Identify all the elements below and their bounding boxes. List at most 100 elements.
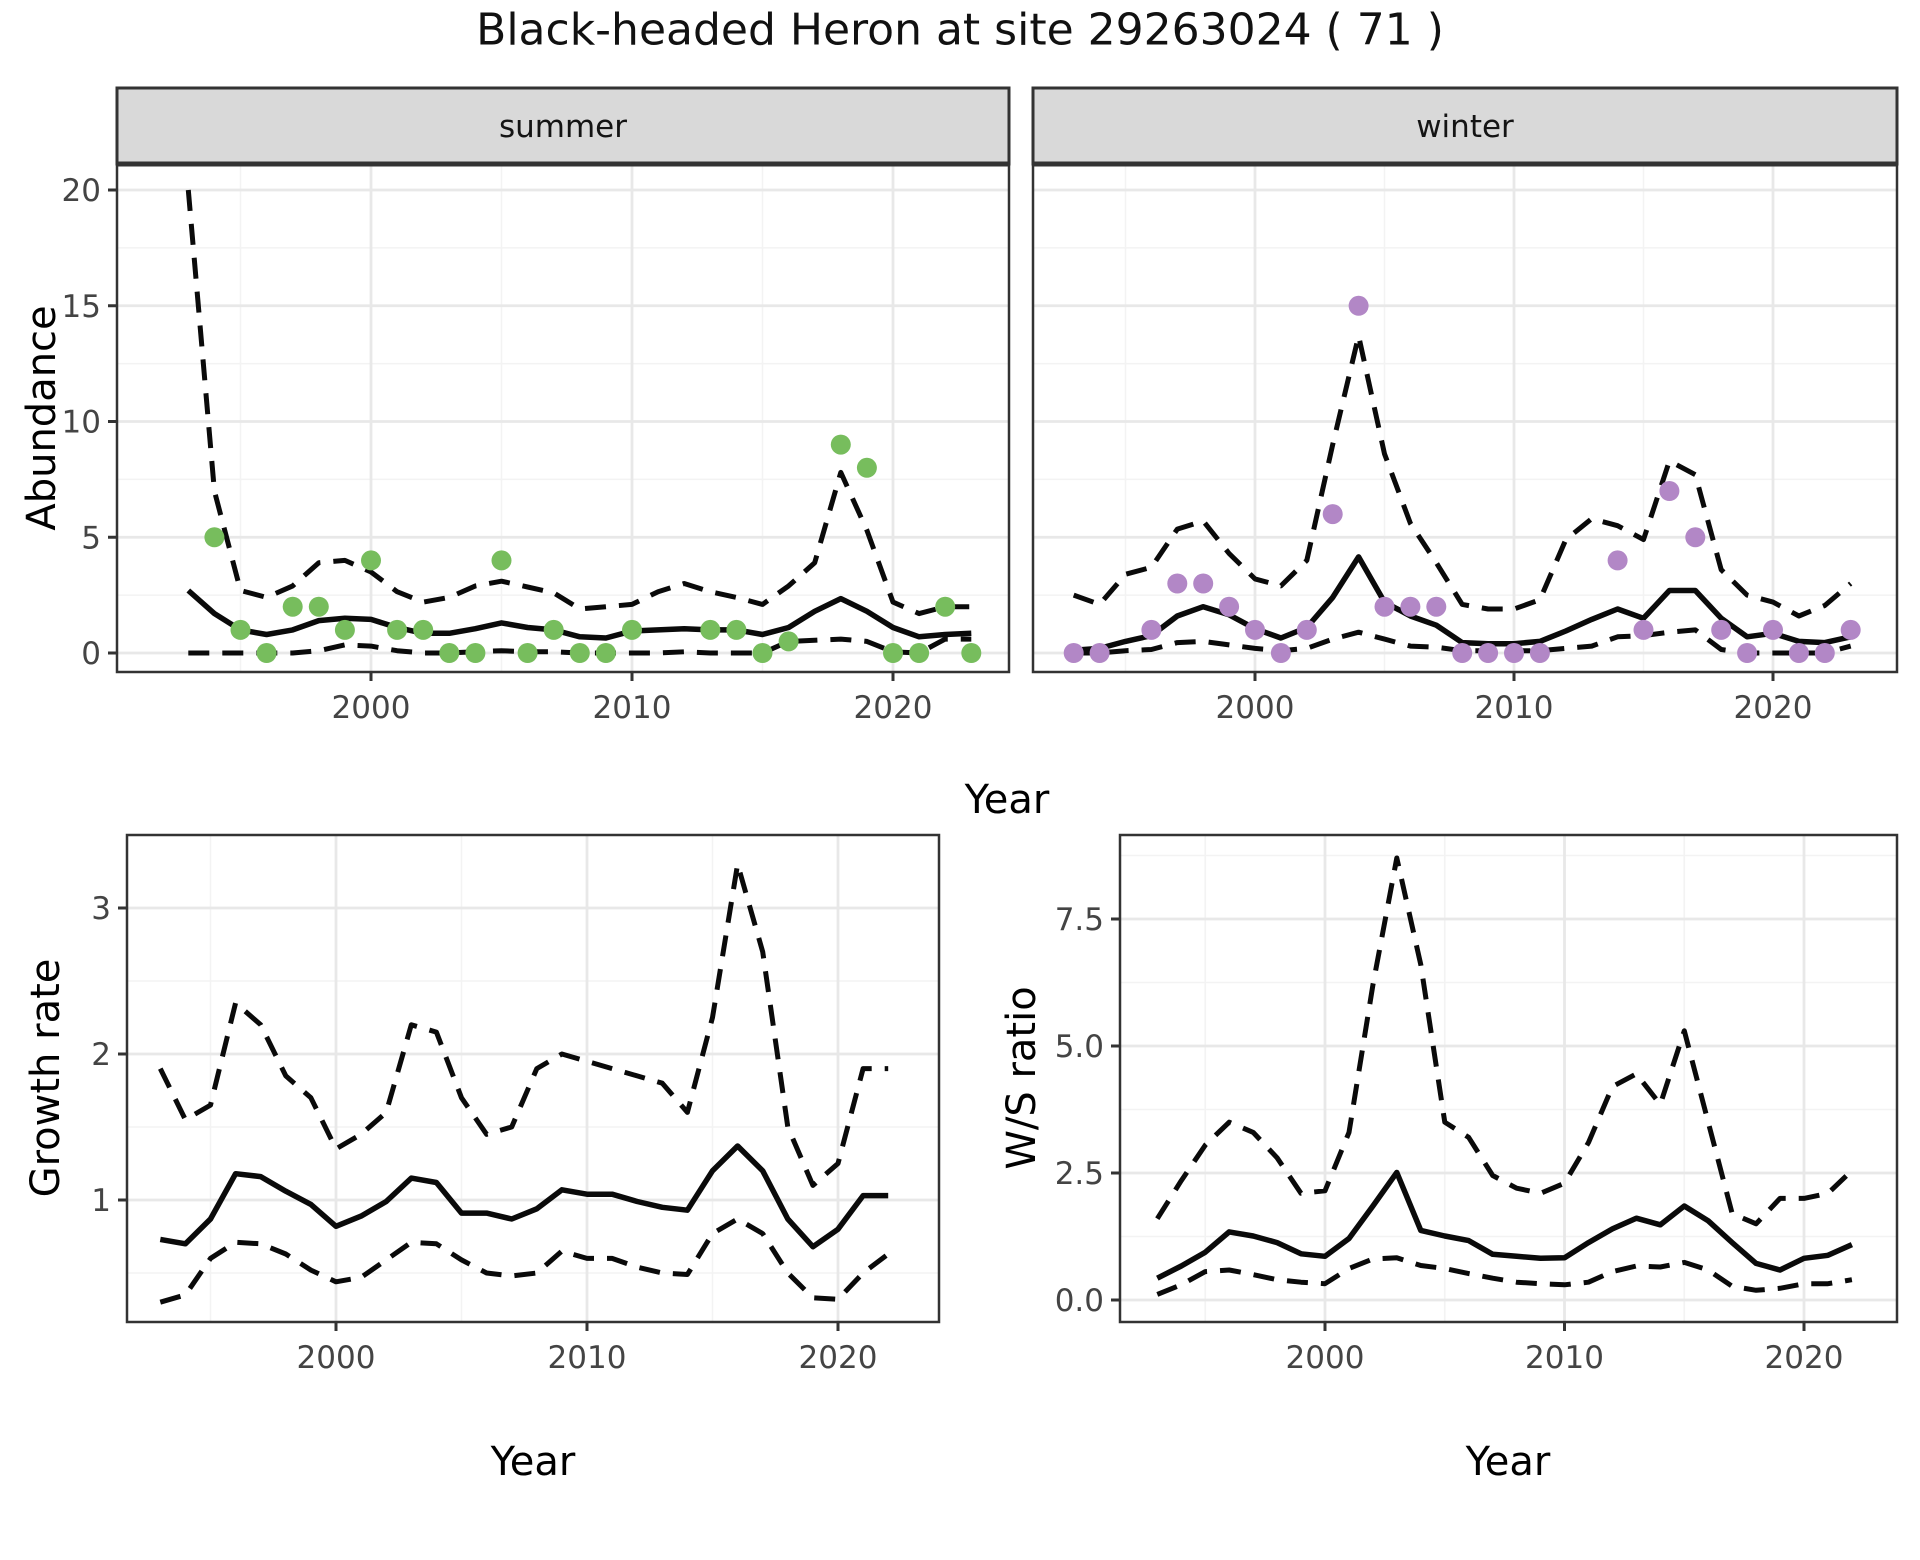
y-tick-label: 2.5 xyxy=(1055,1156,1104,1192)
data-point xyxy=(334,619,355,640)
data-point xyxy=(961,643,982,663)
panel-abundance-summer: 2000 2010 2020 0 5 10 15 20 xyxy=(62,86,1011,726)
y-tick-label: 5.0 xyxy=(1055,1029,1104,1065)
data-point xyxy=(256,643,277,663)
y-tick-label: 2 xyxy=(91,1037,111,1073)
figure-title: Black-headed Heron at site 29263024 ( 71… xyxy=(476,4,1444,56)
data-point xyxy=(517,643,538,663)
x-tick-label: 2010 xyxy=(548,1340,627,1376)
data-point xyxy=(1478,643,1499,663)
data-point xyxy=(830,434,851,455)
x-axis-title-year-ws: Year xyxy=(1465,1439,1551,1485)
observation-points xyxy=(204,434,982,663)
upper-ci-line xyxy=(1072,333,1853,619)
facet-strip-label-summer: summer xyxy=(498,109,628,145)
data-point xyxy=(700,619,721,640)
data-point xyxy=(439,643,460,663)
x-tick-label: 2010 xyxy=(1475,690,1554,726)
fit-line xyxy=(186,588,972,641)
data-point xyxy=(1529,643,1550,663)
x-tick-label: 2020 xyxy=(799,1340,878,1376)
data-point xyxy=(543,619,564,640)
panel-ws-ratio: 2000 2010 2020 0.0 2.5 5.0 7.5 xyxy=(1055,833,1899,1376)
y-tick-label: 0 xyxy=(81,636,101,672)
data-point xyxy=(726,619,747,640)
observation-points xyxy=(1063,295,1861,663)
x-tick-label: 2010 xyxy=(593,690,672,726)
facet-strip xyxy=(1031,86,1899,166)
data-point xyxy=(361,550,381,571)
upper-ci-line xyxy=(185,189,972,617)
data-point xyxy=(1788,643,1809,663)
data-point xyxy=(1348,295,1369,316)
data-point xyxy=(1193,573,1214,594)
y-tick-label: 5 xyxy=(81,520,101,556)
y-tick-label: 1 xyxy=(91,1183,111,1219)
data-point xyxy=(1245,619,1265,640)
upper-ci-line xyxy=(158,861,889,1188)
x-tick-label: 2010 xyxy=(1525,1340,1604,1376)
data-point xyxy=(1659,481,1680,501)
upper-ci-line xyxy=(1155,855,1854,1227)
data-point xyxy=(1711,619,1732,640)
data-point xyxy=(465,643,486,663)
data-point xyxy=(230,619,251,640)
fit-line xyxy=(1073,554,1852,653)
lower-ci-line xyxy=(159,1216,890,1305)
fit-line xyxy=(1156,1169,1854,1281)
x-axis-title-year-growth: Year xyxy=(490,1439,576,1485)
data-point xyxy=(778,631,799,652)
data-point xyxy=(935,596,956,617)
panel-border xyxy=(125,833,941,1324)
data-point xyxy=(1219,596,1240,617)
data-point xyxy=(413,619,434,640)
x-tick-label: 2000 xyxy=(332,690,411,726)
data-point xyxy=(1322,504,1343,525)
y-tick-label: 15 xyxy=(62,289,101,325)
x-tick-label: 2020 xyxy=(1765,1340,1844,1376)
x-tick-label: 2020 xyxy=(854,690,933,726)
data-point xyxy=(1374,596,1395,617)
lower-ci-line xyxy=(1156,1255,1853,1297)
panel-growth-rate: 2000 2010 2020 1 2 3 xyxy=(91,833,941,1376)
data-point xyxy=(1763,619,1783,640)
x-tick-label: 2020 xyxy=(1734,690,1813,726)
data-point xyxy=(282,596,303,617)
fit-line xyxy=(159,1143,889,1250)
y-tick-label: 7.5 xyxy=(1055,902,1104,938)
x-tick-label: 2000 xyxy=(297,1340,376,1376)
facet-strip xyxy=(115,86,1011,166)
y-tick-label: 0.0 xyxy=(1055,1283,1104,1319)
data-point xyxy=(1270,643,1291,663)
data-point xyxy=(1141,619,1162,640)
data-point xyxy=(1063,643,1084,663)
data-point xyxy=(856,457,877,478)
x-tick-label: 2000 xyxy=(1216,690,1295,726)
data-point xyxy=(752,643,773,663)
x-axis-title-year-top: Year xyxy=(964,777,1050,823)
data-point xyxy=(1426,596,1447,617)
facet-strip-label-winter: winter xyxy=(1416,109,1514,145)
data-point xyxy=(909,643,930,663)
data-point xyxy=(491,550,512,571)
data-point xyxy=(1814,643,1835,663)
data-point xyxy=(1452,643,1473,663)
panel-abundance-winter: 2000 2010 2020 xyxy=(1031,86,1899,726)
x-tick-label: 2000 xyxy=(1286,1340,1365,1376)
data-point xyxy=(569,643,590,663)
data-point xyxy=(1400,596,1421,617)
y-tick-label: 20 xyxy=(62,173,101,209)
y-tick-label: 3 xyxy=(91,891,111,927)
data-point xyxy=(1607,550,1628,571)
data-point xyxy=(308,596,329,617)
data-point xyxy=(622,619,642,640)
panel-border xyxy=(1118,833,1899,1324)
data-point xyxy=(1840,619,1861,640)
data-point xyxy=(1504,643,1524,663)
data-point xyxy=(1633,619,1654,640)
data-point xyxy=(1089,643,1110,663)
data-point xyxy=(1167,573,1188,594)
data-point xyxy=(883,643,903,663)
